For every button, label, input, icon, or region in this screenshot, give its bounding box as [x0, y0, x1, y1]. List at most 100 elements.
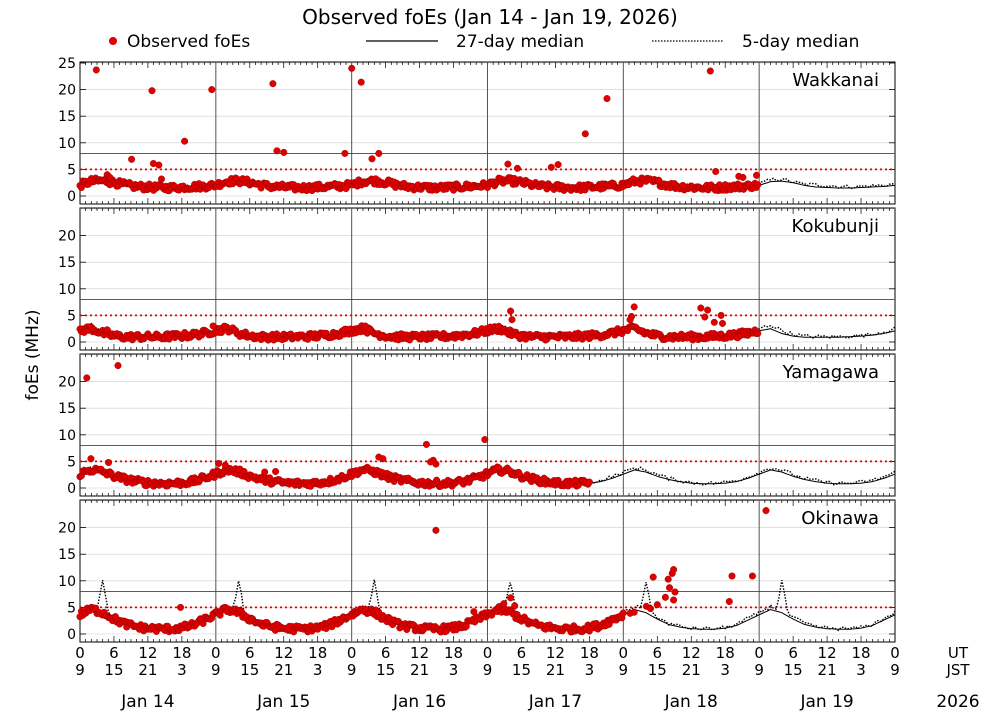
observed-point-wakkanai — [269, 80, 277, 88]
x-tick-ut: 18 — [308, 644, 327, 662]
x-tick-jst: 3 — [856, 661, 866, 679]
y-tick-label-wakkanai: 10 — [58, 136, 76, 152]
x-tick-ut: 6 — [381, 644, 391, 662]
observed-point-wakkanai — [128, 155, 136, 163]
x-tick-ut: 12 — [682, 644, 701, 662]
observed-point-yamagawa — [83, 374, 91, 382]
panel-yamagawa: 0 5 10 15 20 Yamagawa — [58, 353, 896, 497]
observed-point-wakkanai — [554, 161, 562, 169]
chart-title: Observed foEs (Jan 14 - Jan 19, 2026) — [302, 5, 678, 29]
x-tick-jst: 9 — [483, 661, 493, 679]
observed-point-okinawa — [649, 573, 657, 581]
observed-point-yamagawa — [481, 436, 489, 444]
x-tick-jst: 3 — [720, 661, 730, 679]
x-tick-jst: 15 — [376, 661, 395, 679]
x-tick-ut: 6 — [788, 644, 798, 662]
x-tick-ut: 0 — [483, 644, 493, 662]
x-tick-ut: 12 — [410, 644, 429, 662]
observed-point-wakkanai — [754, 181, 762, 189]
observed-point-wakkanai — [208, 86, 216, 94]
panel-okinawa: 0 5 10 15 20 Okinawa — [58, 499, 896, 643]
observed-point-wakkanai — [603, 95, 611, 103]
y-tick-label-okinawa: 20 — [58, 521, 76, 537]
x-tick-jst: 9 — [211, 661, 221, 679]
observed-point-wakkanai — [181, 137, 189, 145]
observed-point-okinawa — [630, 608, 638, 616]
observed-point-kokubunji — [717, 311, 725, 319]
observed-point-okinawa — [432, 526, 440, 534]
observed-point-yamagawa — [272, 468, 280, 476]
observed-point-kokubunji — [507, 307, 515, 315]
y-tick-label-yamagawa: 10 — [58, 428, 76, 444]
observed-point-kokubunji — [103, 326, 111, 334]
observed-point-yamagawa — [585, 478, 593, 486]
observed-point-wakkanai — [280, 148, 288, 156]
observed-point-wakkanai — [148, 87, 156, 95]
y-tick-label-wakkanai: 20 — [58, 83, 76, 99]
x-tick-ut: 18 — [172, 644, 191, 662]
observed-point-wakkanai — [368, 155, 376, 163]
station-name-okinawa: Okinawa — [801, 508, 879, 529]
x-tick-ut: 18 — [444, 644, 463, 662]
observed-point-wakkanai — [753, 171, 761, 179]
x-tick-jst: 21 — [138, 661, 157, 679]
x-tick-ut: 12 — [274, 644, 293, 662]
observed-point-wakkanai — [273, 147, 281, 155]
observed-point-kokubunji — [719, 319, 727, 327]
y-tick-label-kokubunji: 20 — [58, 229, 76, 245]
x-tick-ut: 12 — [818, 644, 837, 662]
x-day-label: Jan 15 — [256, 692, 310, 712]
observed-point-wakkanai — [547, 163, 555, 171]
observed-point-yamagawa — [261, 468, 269, 476]
x-tick-ut: 12 — [138, 644, 157, 662]
observed-point-yamagawa — [379, 455, 387, 463]
legend: Observed foEs 27-day median 5-day median — [109, 32, 859, 52]
station-name-wakkanai: Wakkanai — [792, 70, 879, 91]
x-tick-jst-end: 9 — [890, 661, 900, 679]
x-tick-jst: 15 — [512, 661, 531, 679]
x-tick-jst: 9 — [75, 661, 85, 679]
observed-point-yamagawa — [87, 455, 95, 463]
observed-point-wakkanai — [106, 173, 114, 181]
observed-point-kokubunji — [697, 304, 705, 312]
observed-point-yamagawa — [104, 459, 112, 467]
panel-kokubunji: 0 5 10 15 20 Kokubunji — [58, 207, 896, 351]
x-tick-jst: 21 — [682, 661, 701, 679]
year-label: 2026 — [936, 692, 979, 712]
observed-point-okinawa — [176, 603, 184, 611]
observed-point-wakkanai — [739, 173, 747, 181]
observed-point-okinawa — [671, 588, 679, 596]
y-tick-label-yamagawa: 20 — [58, 375, 76, 391]
x-tick-jst: 3 — [177, 661, 187, 679]
station-name-kokubunji: Kokubunji — [792, 216, 879, 237]
station-panels: 0 5 10 15 20 25 Wakkanai 0 5 10 15 20 Kokubunji 0 5 10 1… — [58, 56, 896, 643]
observed-point-okinawa — [507, 594, 515, 602]
panel-wakkanai: 0 5 10 15 20 25 Wakkanai — [58, 56, 896, 205]
y-tick-label-yamagawa: 0 — [67, 481, 76, 497]
observed-point-okinawa — [670, 566, 678, 574]
legend-observed-marker — [109, 37, 117, 45]
y-tick-label-okinawa: 15 — [58, 547, 76, 563]
observed-point-okinawa — [653, 601, 661, 609]
x-tick-ut: 18 — [851, 644, 870, 662]
observed-point-wakkanai — [706, 67, 714, 75]
observed-point-yamagawa — [114, 362, 122, 370]
x-tick-jst: 9 — [619, 661, 629, 679]
x-tick-ut: 0 — [75, 644, 85, 662]
legend-27day-label: 27-day median — [456, 32, 584, 52]
observed-point-okinawa — [664, 575, 672, 583]
observed-point-wakkanai — [348, 64, 356, 72]
x-tick-jst: 15 — [240, 661, 259, 679]
observed-point-okinawa — [728, 572, 736, 580]
observed-point-okinawa — [647, 605, 655, 613]
observed-point-okinawa — [511, 602, 519, 610]
y-tick-label-okinawa: 10 — [58, 574, 76, 590]
y-tick-label-okinawa: 5 — [67, 600, 76, 616]
y-tick-label-kokubunji: 10 — [58, 282, 76, 298]
x-tick-jst: 9 — [754, 661, 764, 679]
x-tick-jst: 21 — [546, 661, 565, 679]
x-tick-ut: 0 — [754, 644, 764, 662]
observed-point-wakkanai — [357, 78, 365, 86]
x-tick-ut: 12 — [546, 644, 565, 662]
x-tick-jst: 15 — [784, 661, 803, 679]
